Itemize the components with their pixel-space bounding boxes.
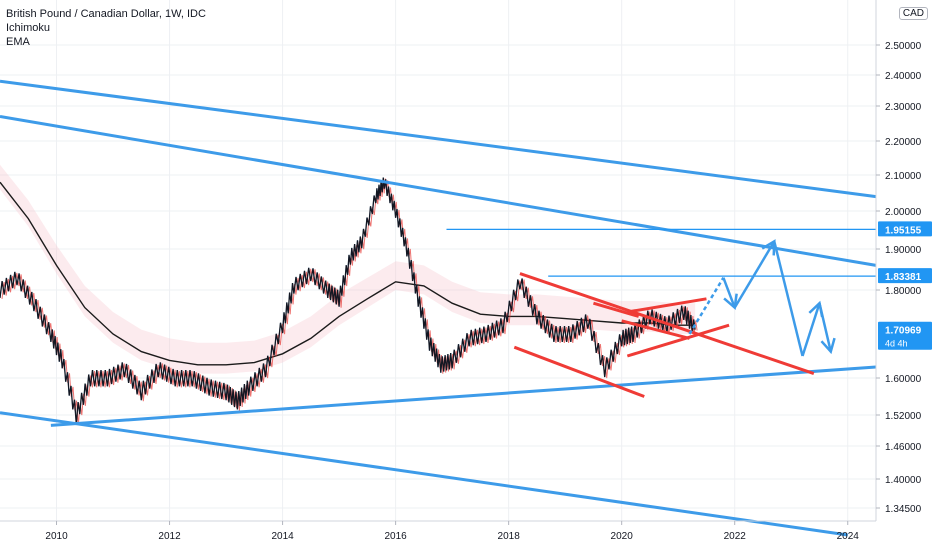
price-tick-label: 2.00000 <box>885 207 922 218</box>
price-tick-label: 1.52000 <box>885 411 922 422</box>
currency-badge[interactable]: CAD <box>898 7 928 20</box>
time-tick-label: 2020 <box>611 531 634 542</box>
time-tick-label: 2024 <box>837 531 860 542</box>
time-tick-label: 2010 <box>45 531 68 542</box>
indicator-ichimoku[interactable]: Ichimoku <box>6 22 51 34</box>
ichimoku-cloud <box>0 164 696 374</box>
chart-series <box>0 177 698 426</box>
price-tick-label: 1.80000 <box>885 286 922 297</box>
price-tick-label: 2.30000 <box>885 102 922 113</box>
price-tick-label: 1.40000 <box>885 475 922 486</box>
time-tick-label: 2022 <box>724 531 747 542</box>
price-tick-label: 2.10000 <box>885 171 922 182</box>
time-tick-label: 2018 <box>498 531 521 542</box>
price-tick-label: 1.90000 <box>885 245 922 256</box>
projection-segment <box>733 240 776 309</box>
wedge-line <box>621 319 690 340</box>
trend-line-lower <box>0 411 848 537</box>
price-labels: 1.95155 1.83381 1.70969 4d 4h <box>878 221 932 350</box>
time-tick-label: 2012 <box>158 531 181 542</box>
price-tick-label: 1.34500 <box>885 504 922 515</box>
trend-line-upper-outer <box>0 79 877 199</box>
symbol-title[interactable]: British Pound / Canadian Dollar, 1W, IDC <box>6 8 206 20</box>
price-label-text: 1.70969 <box>885 326 922 337</box>
time-tick-label: 2014 <box>271 531 294 542</box>
price-label-last <box>878 321 932 350</box>
wedge-line <box>626 323 730 358</box>
trend-line-upper-inner <box>0 115 877 267</box>
chart-drawings <box>0 79 877 537</box>
wedge-line <box>627 297 707 314</box>
price-tick-label: 2.50000 <box>885 41 922 52</box>
price-label-level-a <box>878 221 932 237</box>
price-label-level-b <box>878 268 932 284</box>
projection-segment <box>722 277 736 309</box>
chart-legend: British Pound / Canadian Dollar, 1W, IDC… <box>6 7 206 49</box>
time-axis: 2010 2012 2014 2016 2018 2020 2022 2024 <box>0 520 876 542</box>
chart-grid <box>0 0 876 521</box>
time-tick-label: 2016 <box>384 531 407 542</box>
price-tick-label: 2.40000 <box>885 71 922 82</box>
price-tick-label: 1.46000 <box>885 442 922 453</box>
price-line <box>0 177 696 425</box>
trend-line-support <box>50 365 877 427</box>
cloud-area <box>0 164 696 374</box>
price-tick-label: 2.20000 <box>885 137 922 148</box>
wedge-line <box>513 345 645 398</box>
wedge-line <box>592 301 640 318</box>
projection-segment <box>688 277 725 335</box>
price-label-text: 1.95155 <box>885 225 922 236</box>
countdown-text: 4d 4h <box>885 339 908 349</box>
indicator-ema[interactable]: EMA <box>6 36 30 48</box>
projection-segment <box>818 302 833 352</box>
projection-segment <box>773 241 804 357</box>
price-tick-label: 1.60000 <box>885 374 922 385</box>
projection-segment <box>801 302 821 357</box>
wedge-line <box>519 272 815 376</box>
projection-arrowhead <box>820 337 836 355</box>
price-label-text: 1.83381 <box>885 272 922 283</box>
